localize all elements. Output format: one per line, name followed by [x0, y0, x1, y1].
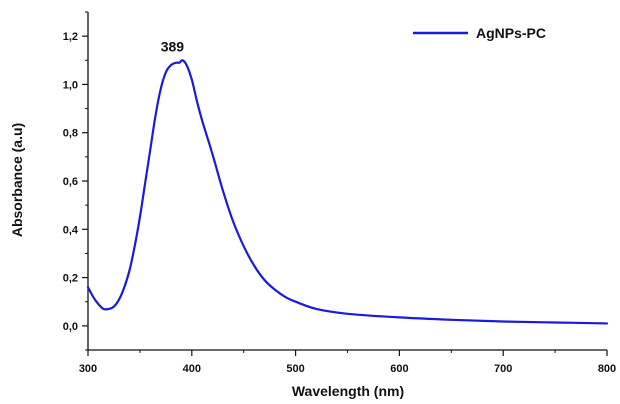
y-tick-label: 1,2: [63, 31, 78, 43]
y-tick-label: 0,2: [63, 273, 78, 285]
y-axis-title: Absorbance (a.u): [9, 123, 25, 237]
y-tick-label: 1,0: [63, 79, 78, 91]
y-tick-label: 0,6: [63, 176, 78, 188]
x-tick-label: 600: [390, 363, 408, 375]
x-tick-label: 500: [286, 363, 304, 375]
x-tick-label: 400: [183, 363, 201, 375]
legend-label-agnps-pc: AgNPs-PC: [476, 25, 546, 41]
legend: AgNPs-PC: [413, 25, 546, 41]
y-axis-ticks: 0,0 0,2 0,4 0,6 0,8 1,0 1,2: [63, 11, 88, 351]
series-line-agnps-pc: [86, 59, 609, 325]
y-tick-label: 0,0: [63, 321, 78, 333]
y-tick-label: 0,8: [63, 128, 78, 140]
peak-annotation: 389: [161, 38, 185, 54]
x-tick-label: 300: [79, 363, 97, 375]
x-tick-label: 800: [598, 363, 616, 375]
x-axis-title: Wavelength (nm): [292, 383, 404, 399]
y-tick-label: 0,4: [63, 224, 79, 236]
x-tick-label: 700: [494, 363, 512, 375]
x-axis-ticks: 300 400 500 600 700 800: [79, 350, 616, 375]
